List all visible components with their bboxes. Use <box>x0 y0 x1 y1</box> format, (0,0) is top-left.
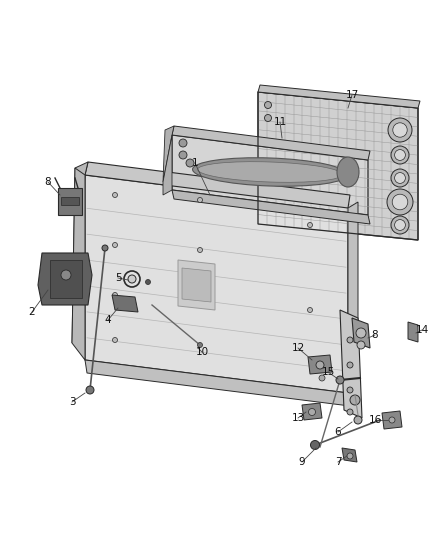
Text: 4: 4 <box>105 315 111 325</box>
Circle shape <box>61 270 71 280</box>
Circle shape <box>308 408 315 416</box>
Circle shape <box>198 343 202 348</box>
Circle shape <box>265 101 272 109</box>
Circle shape <box>113 243 117 247</box>
Circle shape <box>388 118 412 142</box>
Circle shape <box>145 279 151 285</box>
Text: 12: 12 <box>291 343 304 353</box>
Polygon shape <box>382 411 402 429</box>
Circle shape <box>350 395 360 405</box>
Text: 6: 6 <box>335 427 341 437</box>
Text: 15: 15 <box>321 367 335 377</box>
Circle shape <box>307 308 312 312</box>
Polygon shape <box>112 295 138 312</box>
Polygon shape <box>163 135 172 195</box>
Polygon shape <box>308 355 332 374</box>
Circle shape <box>86 386 94 394</box>
Polygon shape <box>352 318 370 348</box>
Polygon shape <box>172 135 368 215</box>
Circle shape <box>389 417 395 423</box>
Circle shape <box>198 247 202 253</box>
Polygon shape <box>340 310 362 418</box>
Polygon shape <box>258 85 420 108</box>
Text: 13: 13 <box>291 413 304 423</box>
Polygon shape <box>342 448 357 462</box>
Circle shape <box>354 416 362 424</box>
Polygon shape <box>72 168 85 360</box>
Ellipse shape <box>337 157 359 187</box>
Circle shape <box>113 293 117 297</box>
Circle shape <box>265 115 272 122</box>
Circle shape <box>319 375 325 381</box>
Polygon shape <box>302 403 322 420</box>
Polygon shape <box>85 175 348 393</box>
Circle shape <box>391 216 409 234</box>
Polygon shape <box>408 322 418 342</box>
Circle shape <box>392 194 408 210</box>
Circle shape <box>307 222 312 228</box>
Circle shape <box>186 159 194 167</box>
Circle shape <box>347 387 353 393</box>
Ellipse shape <box>193 158 347 186</box>
Polygon shape <box>163 126 174 182</box>
Circle shape <box>395 220 406 230</box>
Circle shape <box>179 139 187 147</box>
Polygon shape <box>50 260 82 298</box>
Text: 14: 14 <box>415 325 429 335</box>
Circle shape <box>393 123 407 137</box>
Circle shape <box>391 146 409 164</box>
Circle shape <box>347 362 353 368</box>
Text: 16: 16 <box>368 415 381 425</box>
Polygon shape <box>172 190 370 224</box>
Circle shape <box>395 150 406 160</box>
Text: 3: 3 <box>69 397 75 407</box>
Circle shape <box>347 453 353 459</box>
Text: 10: 10 <box>195 347 208 357</box>
Polygon shape <box>61 197 79 205</box>
Circle shape <box>395 173 406 183</box>
Text: 17: 17 <box>346 90 359 100</box>
Text: 8: 8 <box>372 330 378 340</box>
Polygon shape <box>72 162 88 343</box>
Text: 1: 1 <box>192 158 198 168</box>
Polygon shape <box>178 260 215 310</box>
Circle shape <box>316 361 324 369</box>
Polygon shape <box>85 360 350 406</box>
Text: 7: 7 <box>335 457 341 467</box>
Text: 5: 5 <box>115 273 121 283</box>
Circle shape <box>347 409 353 415</box>
Circle shape <box>387 189 413 215</box>
Circle shape <box>356 328 366 338</box>
Polygon shape <box>258 92 418 240</box>
Circle shape <box>391 169 409 187</box>
Polygon shape <box>85 162 350 208</box>
Polygon shape <box>348 202 358 400</box>
Circle shape <box>198 198 202 203</box>
Circle shape <box>336 376 344 384</box>
Polygon shape <box>172 126 370 160</box>
Circle shape <box>311 440 319 449</box>
Ellipse shape <box>198 161 343 182</box>
Text: 9: 9 <box>299 457 305 467</box>
Polygon shape <box>182 268 211 302</box>
Circle shape <box>128 275 136 283</box>
Polygon shape <box>58 188 82 215</box>
Circle shape <box>357 341 365 349</box>
Text: 11: 11 <box>273 117 286 127</box>
Text: 8: 8 <box>45 177 51 187</box>
Circle shape <box>179 151 187 159</box>
Circle shape <box>347 337 353 343</box>
Circle shape <box>102 245 108 251</box>
Circle shape <box>113 337 117 343</box>
Text: 2: 2 <box>28 307 35 317</box>
Polygon shape <box>38 253 92 305</box>
Circle shape <box>113 192 117 198</box>
